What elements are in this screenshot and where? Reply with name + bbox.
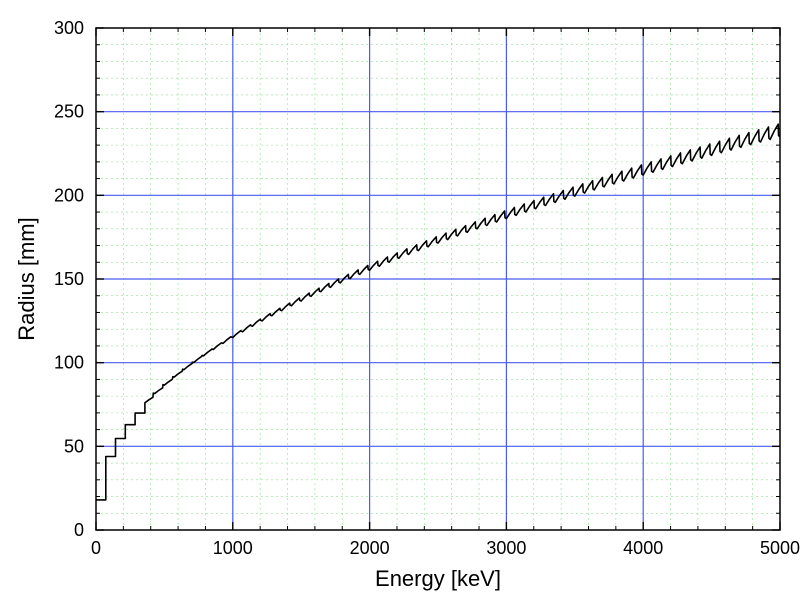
x-tick-label: 3000 [486,538,526,558]
y-tick-label: 50 [64,436,84,456]
chart-container: 0 1000 2000 3000 4000 5000 0 50 100 150 200 250 300 E… [0,0,810,597]
y-axis-label: Radius [mm] [14,217,39,340]
x-tick-label: 2000 [350,538,390,558]
radius-vs-energy-chart: 0 1000 2000 3000 4000 5000 0 50 100 150 200 250 300 E… [0,0,810,597]
x-tick-label: 5000 [760,538,800,558]
y-tick-label: 100 [54,353,84,373]
y-tick-label: 200 [54,185,84,205]
tick-labels: 0 1000 2000 3000 4000 5000 0 50 100 150 200 250 300 [54,18,800,558]
y-tick-label: 0 [74,520,84,540]
y-tick-label: 250 [54,102,84,122]
radius-energy-curve [96,124,780,500]
x-tick-label: 0 [91,538,101,558]
y-tick-label: 150 [54,269,84,289]
x-axis-label: Energy [keV] [375,566,501,591]
major-grid [96,28,780,530]
x-tick-label: 4000 [623,538,663,558]
x-tick-label: 1000 [213,538,253,558]
y-tick-label: 300 [54,18,84,38]
